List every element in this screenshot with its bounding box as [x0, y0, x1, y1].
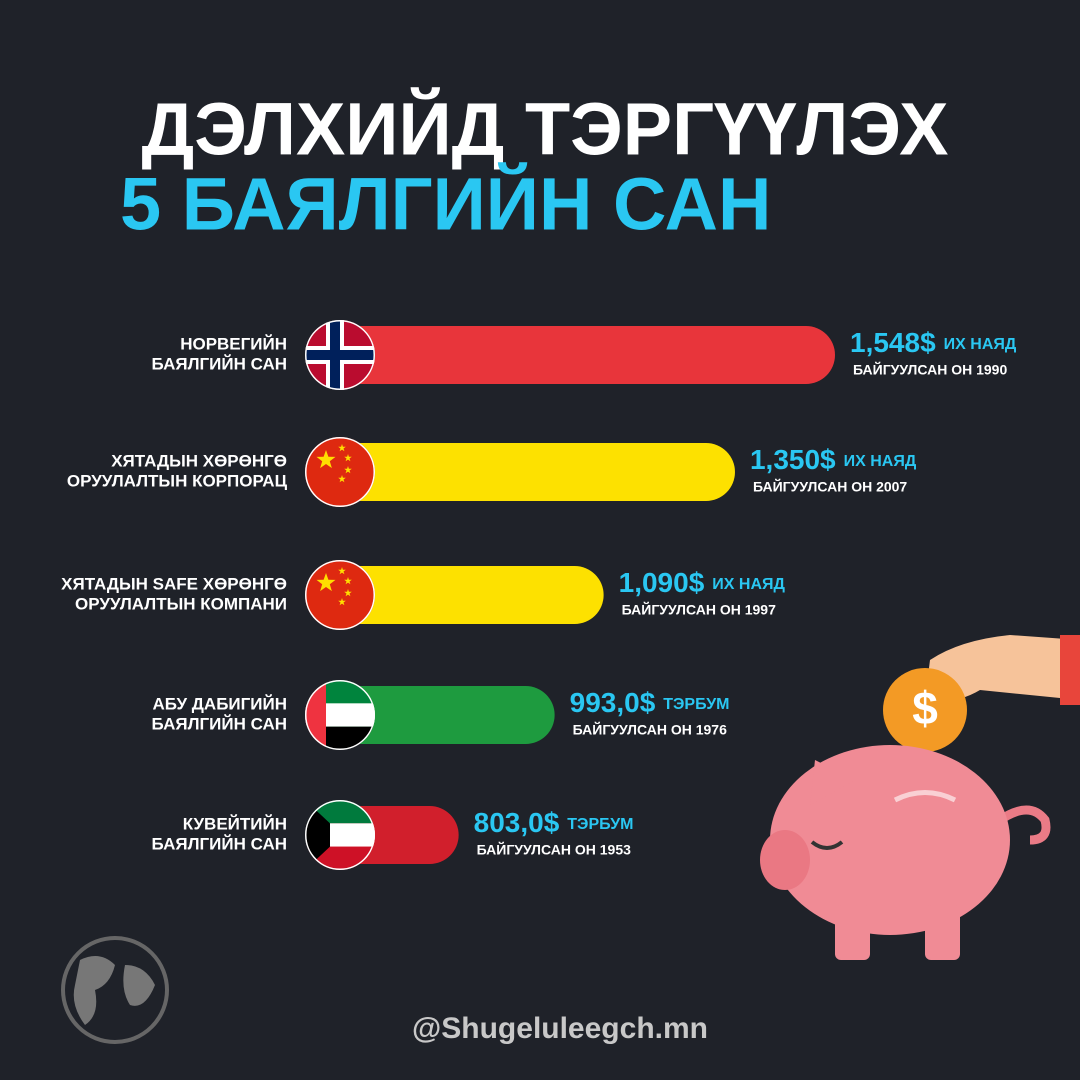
flag-star [344, 454, 352, 462]
category-label: БАЯЛГИЙН САН [152, 354, 287, 373]
coin [883, 668, 967, 752]
sleeve [1060, 635, 1080, 705]
highlight [893, 790, 957, 803]
flag-star [316, 450, 336, 469]
flag-star [344, 577, 352, 585]
leg [925, 905, 960, 960]
category-label: БАЯЛГИЙН САН [152, 834, 287, 853]
value: 803,0$ [474, 807, 560, 838]
bar [310, 566, 604, 624]
flag-field [305, 437, 375, 507]
bar [310, 326, 835, 384]
unit: ТЭРБУМ [567, 816, 633, 833]
flag-star [316, 573, 336, 592]
unit: ИХ НАЯД [844, 453, 917, 470]
category-label: ОРУУЛАЛТЫН КОРПОРАЦ [67, 471, 288, 490]
flag-cross [330, 320, 340, 390]
category-label: ХЯТАДЫН ХӨРӨНГӨ [111, 451, 287, 470]
flag-star [344, 589, 352, 597]
flag-star [338, 475, 346, 483]
value: 993,0$ [570, 687, 656, 718]
subtitle: 5 БАЯЛГИЙН САН [120, 162, 771, 246]
snout [760, 830, 810, 890]
value-label: 803,0$ ТЭРБУМ [474, 807, 634, 838]
unit: ИХ НАЯД [712, 576, 785, 593]
globe-logo [61, 936, 169, 1044]
value: 1,548$ [850, 327, 936, 358]
flag [305, 680, 375, 750]
tail [997, 805, 1051, 845]
unit: ТЭРБУМ [663, 696, 729, 713]
unit: ИХ НАЯД [944, 336, 1017, 353]
value: 1,090$ [619, 567, 705, 598]
flag-star [338, 444, 346, 452]
watermark: @Shugeluleegch.mn [412, 1012, 708, 1045]
founded-label: БАЙГУУЛСАН ОН 2007 [753, 478, 907, 495]
flag-star [338, 598, 346, 606]
founded-label: БАЙГУУЛСАН ОН 1997 [622, 601, 776, 618]
ear [810, 760, 855, 805]
founded-label: БАЙГУУЛСАН ОН 1990 [853, 361, 1007, 378]
title: ДЭЛХИЙД ТЭРГҮҮЛЭХ [141, 87, 948, 171]
category-label: КУВЕЙТИЙН [183, 814, 287, 833]
category-label: БАЯЛГИЙН САН [152, 714, 287, 733]
flag-star [338, 567, 346, 575]
category-label: АБУ ДАБИГИЙН [152, 694, 287, 713]
globe [61, 936, 169, 1044]
leg [835, 905, 870, 960]
piggy-bank-illustration: $ [760, 635, 1080, 960]
bar [310, 443, 735, 501]
category-label: ОРУУЛАЛТЫН КОМПАНИ [75, 594, 287, 613]
flag-field [305, 560, 375, 630]
founded-label: БАЙГУУЛСАН ОН 1953 [477, 841, 631, 858]
category-label: НОРВЕГИЙН [180, 334, 287, 353]
flag [305, 437, 375, 507]
value-label: 1,090$ ИХ НАЯД [619, 567, 786, 598]
founded-label: БАЙГУУЛСАН ОН 1976 [573, 721, 727, 738]
coin-symbol: $ [912, 682, 938, 734]
continents [73, 956, 155, 1025]
hand [925, 635, 1080, 702]
value-label: 1,350$ ИХ НАЯД [750, 444, 917, 475]
eye [810, 840, 844, 850]
category-label: ХЯТАДЫН SAFE ХӨРӨНГӨ [61, 574, 287, 593]
flag [305, 800, 375, 870]
flag [305, 560, 375, 630]
value-label: 1,548$ ИХ НАЯД [850, 327, 1017, 358]
value-label: 993,0$ ТЭРБУМ [570, 687, 730, 718]
flag-star [344, 466, 352, 474]
pig-body [770, 745, 1010, 935]
flag [305, 320, 375, 390]
value: 1,350$ [750, 444, 836, 475]
